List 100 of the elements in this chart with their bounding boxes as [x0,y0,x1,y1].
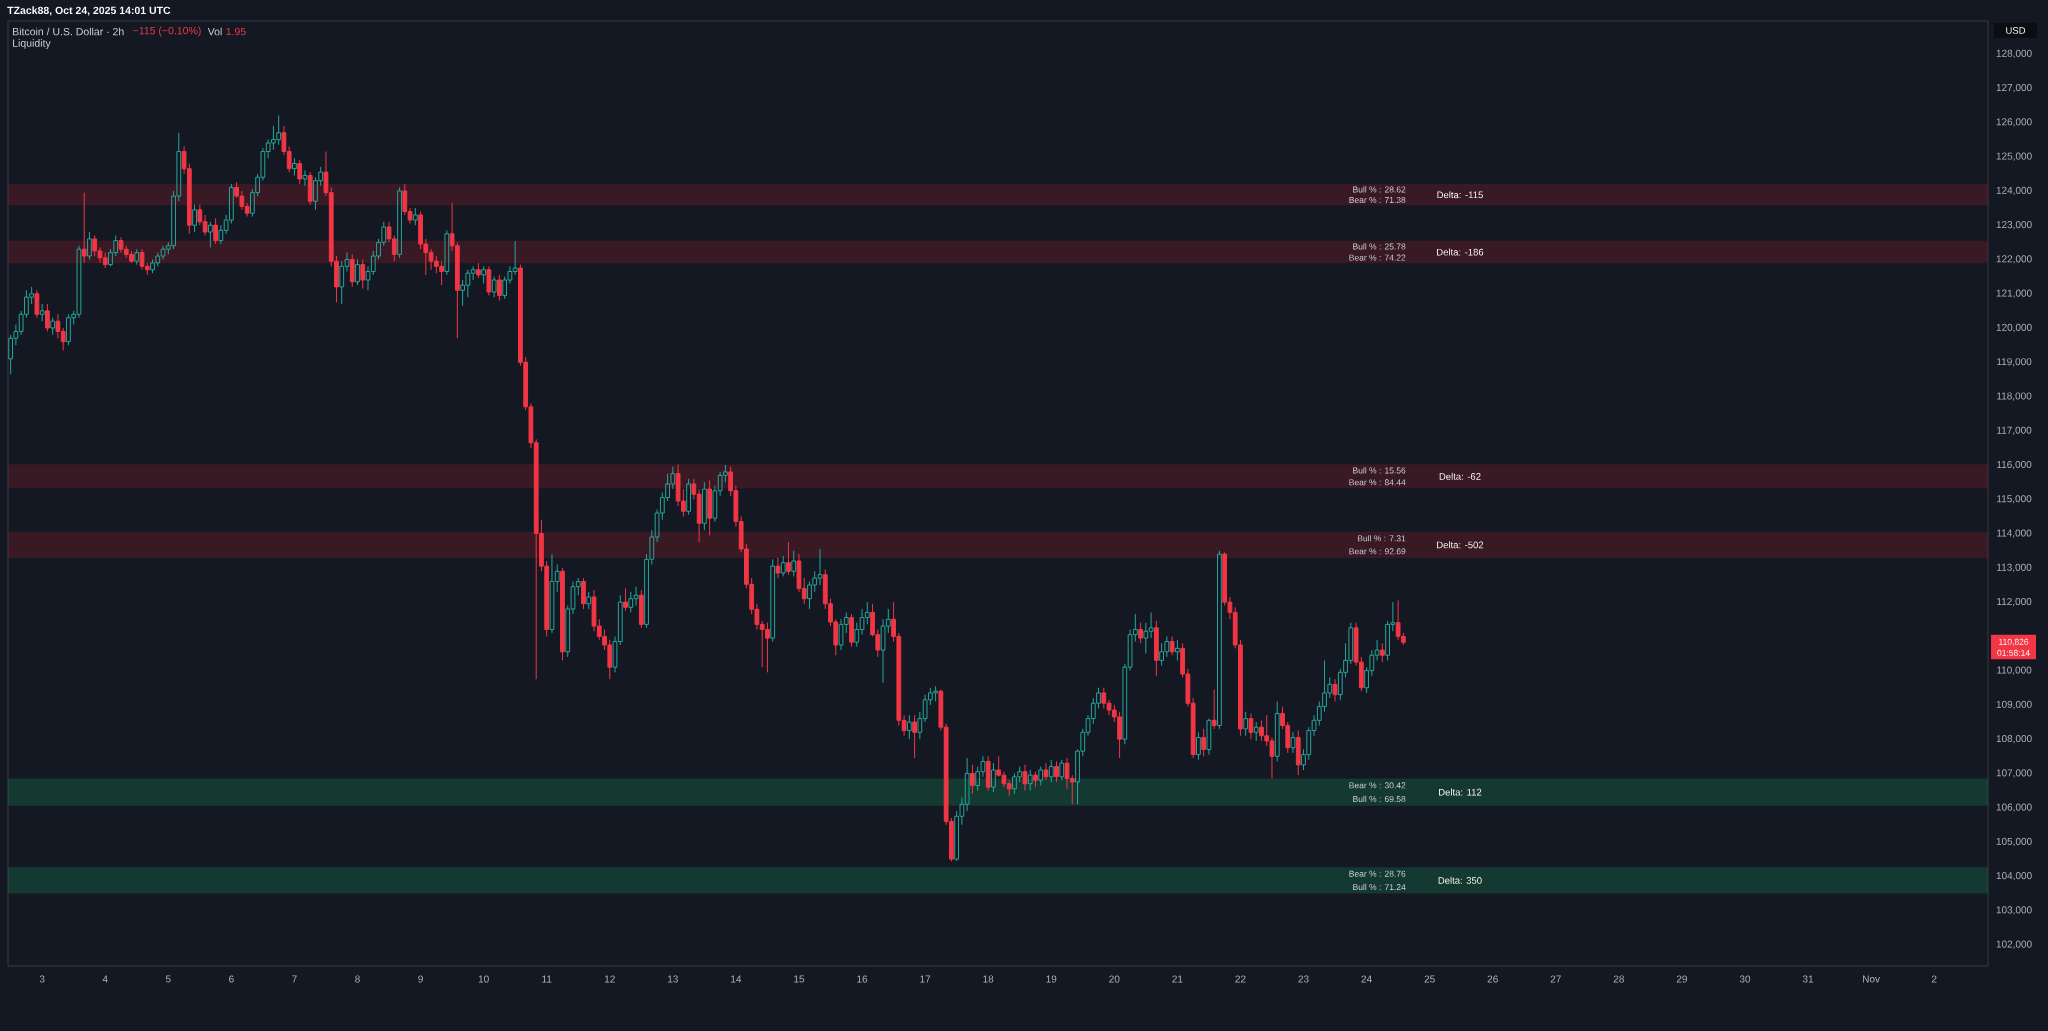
x-tick-label: 24 [1361,975,1372,983]
text: Liquidity [13,39,51,49]
annotation: Bear % : 71.38 [1349,197,1406,204]
candlestick [1059,759,1065,781]
candlestick [45,303,50,332]
candlestick [213,217,218,245]
candlestick [786,541,791,576]
candlestick [39,303,45,322]
candlestick [707,479,713,536]
candlestick [849,613,854,648]
candlestick [912,714,917,759]
band-label: Delta: -115 [1437,191,1483,199]
candlestick [1248,712,1254,740]
candlestick [970,764,975,795]
x-tick-label: 18 [983,975,994,983]
x-tick-label: 3 [39,975,45,983]
candlestick [1054,760,1059,783]
candlestick [1206,718,1212,756]
x-tick-label: 5 [165,975,171,983]
x-tick-label: 31 [1802,975,1814,983]
candlestick [1038,766,1044,786]
x-tick-label: 10 [478,975,489,983]
candlestick [780,555,786,577]
candlestick [1027,769,1033,792]
y-tick-label: 105,000 [1996,837,2032,847]
candlestick [1243,711,1249,737]
candlestick [475,262,481,279]
annotation: Vol [207,27,222,36]
y-tick-label: 113,000 [1997,563,2032,572]
y-tick-label: 109,000 [1996,700,2032,710]
x-tick-label: 14 [731,975,742,983]
annotation: Bear % : 92.69 [1349,548,1406,555]
y-tick-label: 127,000 [1996,84,2032,93]
y-tick-label: 106,000 [1996,803,2032,812]
y-tick-label: 128,000 [1996,49,2032,59]
candlestick [1196,731,1201,761]
annotation: Bull % : 25.78 [1353,243,1406,250]
candlestick [1033,771,1038,788]
x-tick-label: 29 [1676,975,1688,983]
y-tick-label: 102,000 [1996,940,2032,949]
y-tick-label: 124,000 [1996,186,2032,196]
annotation: Bear % : 84.44 [1349,479,1406,486]
candlestick [481,265,487,284]
x-tick-label: 7 [292,975,297,983]
candlestick [1379,642,1385,663]
x-tick-label: 25 [1424,975,1435,983]
y-tick-label: 115,000 [1997,495,2032,504]
candlestick [491,276,497,298]
x-tick-label: 20 [1109,975,1120,983]
annotation: Bull % : 28.62 [1353,186,1406,193]
candlestick [87,231,92,260]
candlestick [1274,700,1280,762]
candlestick [775,557,781,579]
x-tick-label: 23 [1298,975,1309,983]
candlestick [1290,731,1296,754]
text: Bitcoin / U.S. Dollar · 2h [13,27,124,36]
x-tick-label: 17 [920,975,931,983]
text: 01:58:14 [1997,649,2030,656]
y-tick-label: 126,000 [1996,118,2032,127]
band-label: Delta: -62 [1439,472,1481,480]
y-tick-label: 119,000 [1997,358,2032,367]
candlestick [985,755,991,792]
annotation: 1.95 [226,27,246,36]
candlestick [701,481,707,531]
candlestick [1332,678,1338,702]
candlestick [302,169,308,187]
candlestick [1153,620,1159,677]
y-tick-label: 110,000 [1997,666,2032,675]
candlestick [50,317,56,336]
x-tick-label: 22 [1235,975,1246,983]
candlestick [1043,762,1049,781]
y-tick-label: 103,000 [1996,906,2032,915]
x-tick-label: 26 [1487,975,1498,983]
candlestick [770,558,776,643]
y-tick-label: 114,000 [1997,529,2032,538]
candlestick [1022,764,1028,792]
candlestick [1211,688,1217,730]
annotation: −115 (−0.10%) [133,26,201,37]
y-tick-label: 125,000 [1996,152,2032,161]
candlestick [586,591,592,610]
y-tick-label: 104,000 [1996,872,2032,881]
candlestick [991,762,996,793]
x-tick-label: 4 [102,975,108,983]
band-label: Delta: 112 [1439,788,1482,796]
y-tick-label: 123,000 [1996,221,2032,230]
x-tick-label: 16 [857,975,868,983]
x-tick-label: 9 [418,975,423,983]
candlestick [192,204,197,233]
x-tick-label: 12 [604,975,615,983]
annotation: Bull % : 71.24 [1353,883,1406,891]
x-tick-label: 13 [668,975,678,983]
candlestick [355,258,360,286]
annotation: Bear % : 30.42 [1349,782,1406,789]
candlestick [638,589,644,629]
x-tick-label: 6 [229,975,234,983]
candlestick [307,171,313,206]
candlestick [906,714,912,740]
candlestick [497,274,502,302]
y-tick-label: 122,000 [1996,255,2032,264]
candlestick [581,577,586,610]
